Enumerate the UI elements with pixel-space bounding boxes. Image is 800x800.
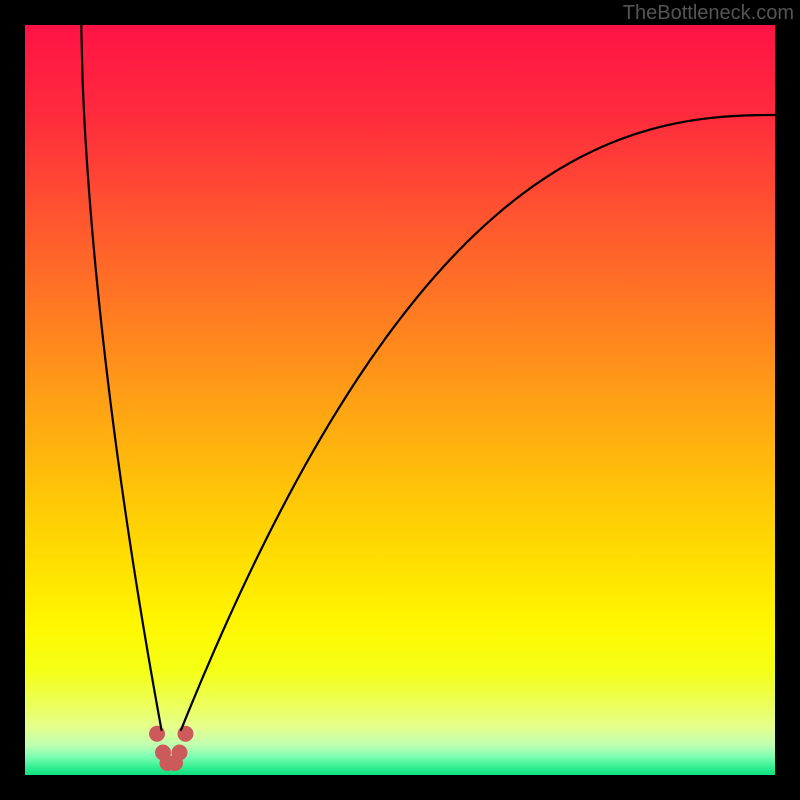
bottleneck-curve <box>81 25 775 730</box>
curve-layer <box>25 25 775 775</box>
frame-border-right <box>775 0 800 800</box>
marker-dot <box>172 745 188 761</box>
chart-container: TheBottleneck.com <box>0 0 800 800</box>
marker-dot <box>149 726 165 742</box>
marker-dot <box>178 726 194 742</box>
marker-cluster <box>149 726 194 771</box>
frame-border-left <box>0 0 25 800</box>
frame-border-bottom <box>0 775 800 800</box>
plot-area <box>25 25 775 775</box>
watermark-text: TheBottleneck.com <box>623 2 794 25</box>
